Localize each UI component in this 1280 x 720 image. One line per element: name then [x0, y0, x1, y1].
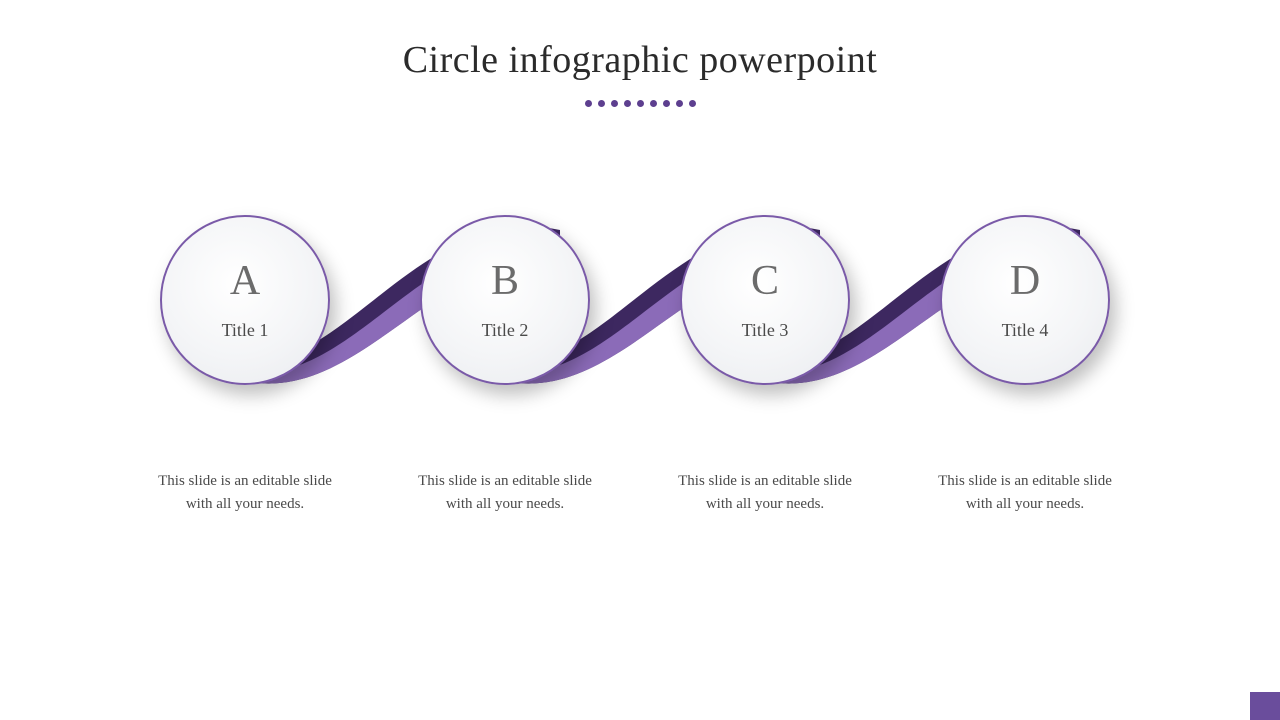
circle-node-c: C Title 3 — [680, 215, 850, 385]
decorative-dot — [689, 100, 696, 107]
circle-letter: B — [491, 260, 519, 302]
circle-subtitle: Title 4 — [1002, 320, 1049, 341]
decorative-dot — [611, 100, 618, 107]
decorative-dot — [598, 100, 605, 107]
circle-description-a: This slide is an editable slide with all… — [145, 470, 345, 515]
corner-accent — [1250, 692, 1280, 720]
circle-subtitle: Title 2 — [482, 320, 529, 341]
circle-subtitle: Title 3 — [742, 320, 789, 341]
decorative-dot — [624, 100, 631, 107]
decorative-dots — [0, 94, 1280, 112]
circle-letter: A — [230, 260, 260, 302]
decorative-dot — [585, 100, 592, 107]
decorative-dot — [676, 100, 683, 107]
circle-letter: D — [1010, 260, 1040, 302]
circle-node-a: A Title 1 — [160, 215, 330, 385]
slide-title: Circle infographic powerpoint — [0, 0, 1280, 82]
slide-container: Circle infographic powerpoint A Title 1 … — [0, 0, 1280, 720]
circle-letter: C — [751, 260, 779, 302]
infographic-stage: A Title 1 B Title 2 C Title 3 D Title 4 — [0, 210, 1280, 470]
circle-subtitle: Title 1 — [222, 320, 269, 341]
circle-description-d: This slide is an editable slide with all… — [925, 470, 1125, 515]
circle-description-b: This slide is an editable slide with all… — [405, 470, 605, 515]
decorative-dot — [650, 100, 657, 107]
decorative-dot — [637, 100, 644, 107]
circle-node-d: D Title 4 — [940, 215, 1110, 385]
decorative-dot — [663, 100, 670, 107]
circle-description-c: This slide is an editable slide with all… — [665, 470, 865, 515]
circle-node-b: B Title 2 — [420, 215, 590, 385]
